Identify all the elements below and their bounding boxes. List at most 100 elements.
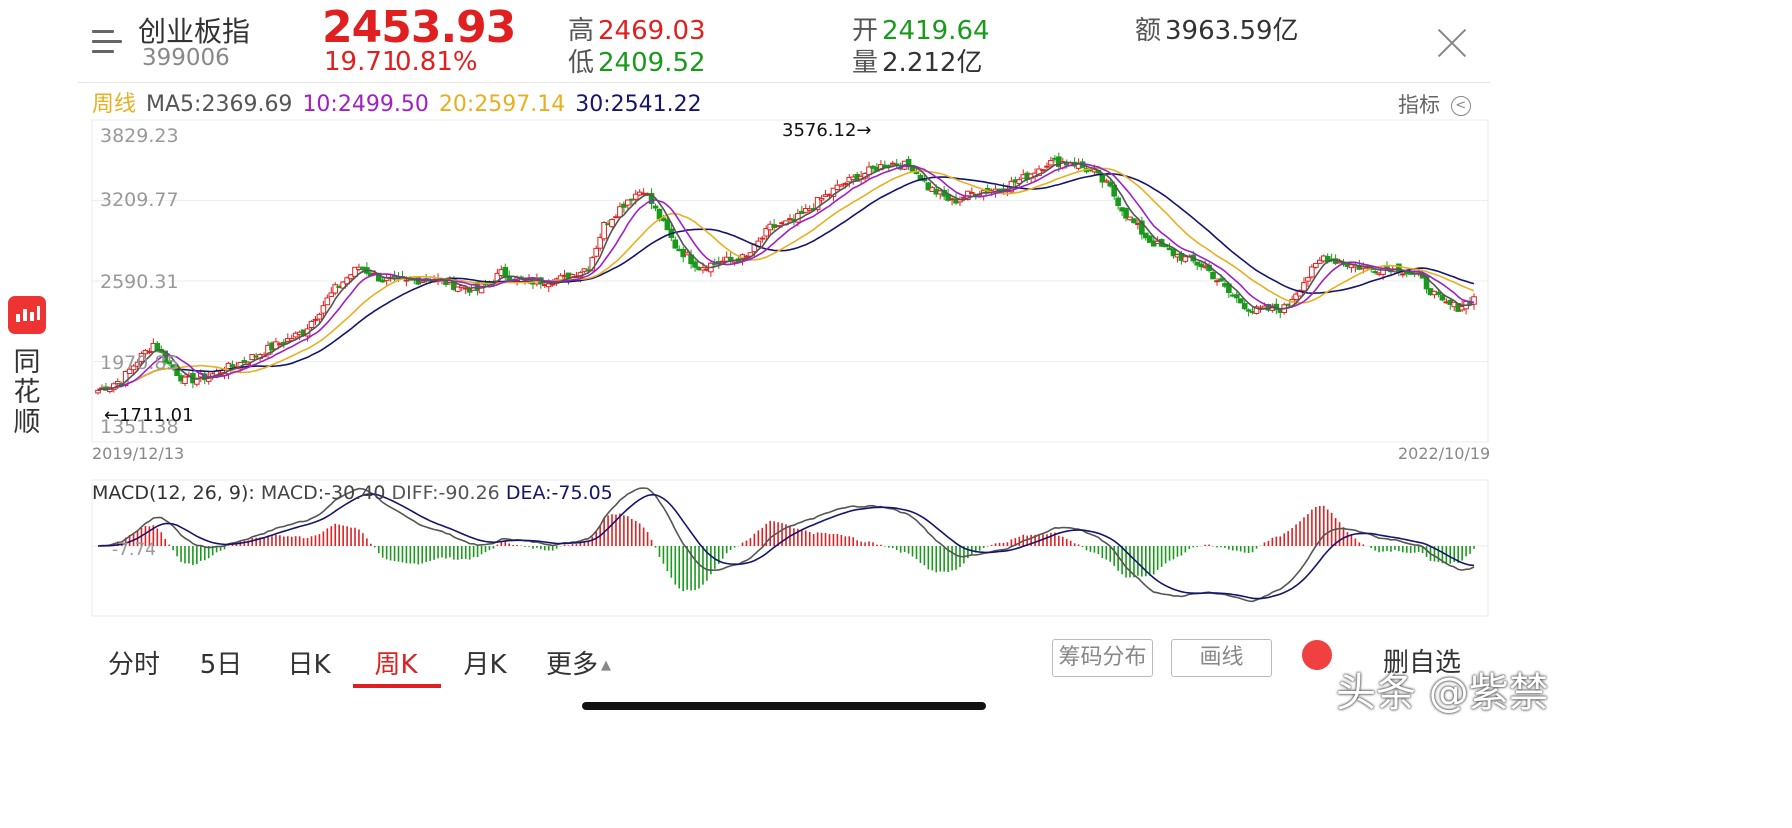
menu-icon[interactable] bbox=[92, 30, 122, 54]
dea-line bbox=[97, 493, 1475, 600]
period-label[interactable]: 周线 bbox=[92, 92, 137, 117]
candle-body-290 bbox=[1241, 303, 1248, 310]
candle-body-143 bbox=[660, 217, 667, 222]
chips-distribution-button[interactable]: 筹码分布 bbox=[1052, 639, 1153, 677]
tab-weekly-k[interactable]: 周K bbox=[374, 650, 418, 680]
tab-monthly-k[interactable]: 月K bbox=[463, 650, 507, 680]
candle-body-307 bbox=[1309, 266, 1315, 278]
open-value: 2419.64 bbox=[882, 16, 990, 46]
candle-body-172 bbox=[775, 225, 781, 228]
tab-more[interactable]: 更多 ▲ bbox=[546, 644, 620, 681]
ma10-value: 10:2499.50 bbox=[302, 92, 429, 117]
home-indicator[interactable] bbox=[582, 702, 986, 710]
header-divider bbox=[78, 82, 1490, 83]
candle-body-182 bbox=[814, 196, 821, 211]
candle-body-59 bbox=[328, 292, 335, 297]
candle-body-37 bbox=[241, 360, 248, 364]
indicator-button[interactable]: 指标 < bbox=[1398, 89, 1471, 119]
candle-body-128 bbox=[601, 222, 607, 240]
macd-value: MACD:-30.40 bbox=[260, 482, 386, 504]
candle-body-293 bbox=[1253, 306, 1260, 314]
volume-value: 2.212亿 bbox=[882, 48, 983, 78]
current-price: 2453.93 bbox=[322, 2, 516, 53]
candle-body-239 bbox=[1040, 169, 1046, 172]
dif-value: DIFF:-90.26 bbox=[391, 482, 500, 504]
amount-value: 3963.59亿 bbox=[1165, 16, 1299, 46]
candle-body-221 bbox=[969, 191, 975, 195]
candle-body-255 bbox=[1103, 180, 1110, 183]
candle-body-308 bbox=[1313, 262, 1319, 268]
dea-value: DEA:-75.05 bbox=[505, 482, 613, 504]
candle-body-8 bbox=[126, 368, 133, 374]
open-stat: 开 2419.64 bbox=[852, 10, 990, 47]
candle-body-5 bbox=[114, 380, 121, 385]
x-start-label: 2019/12/13 bbox=[92, 444, 184, 463]
ma-legend: 周线 MA5:2369.69 10:2499.50 20:2597.14 30:2541… bbox=[92, 86, 712, 118]
candle-body-313 bbox=[1332, 258, 1339, 264]
candle-body-125 bbox=[589, 257, 596, 272]
candle-body-209 bbox=[921, 179, 928, 182]
candle-body-103 bbox=[502, 266, 509, 278]
candle-body-256 bbox=[1107, 181, 1114, 187]
candle-body-241 bbox=[1048, 159, 1054, 166]
candle-body-279 bbox=[1198, 263, 1204, 268]
tonghuashun-logo-icon[interactable] bbox=[8, 296, 46, 334]
ma30-line bbox=[97, 172, 1475, 392]
candle-body-58 bbox=[324, 297, 331, 306]
y-tick-4: 1351.38 bbox=[100, 416, 179, 438]
low-label: 低 bbox=[568, 48, 595, 78]
ma5-line bbox=[97, 161, 1475, 392]
candle-body-339 bbox=[1435, 292, 1442, 295]
candle-body-15 bbox=[154, 342, 161, 352]
candle-body-55 bbox=[312, 318, 319, 321]
tab-daily-k[interactable]: 日K bbox=[287, 650, 331, 680]
high-label: 高 bbox=[568, 16, 595, 46]
candle-body-233 bbox=[1016, 179, 1023, 185]
candle-body-188 bbox=[838, 184, 845, 187]
macd-params[interactable]: MACD(12, 26, 9): bbox=[92, 482, 255, 504]
candle-body-11 bbox=[138, 353, 145, 362]
candle-body-140 bbox=[648, 193, 655, 205]
candle-body-200 bbox=[886, 164, 892, 167]
tab-5day[interactable]: 5日 bbox=[199, 650, 243, 680]
candle-body-169 bbox=[763, 227, 770, 237]
candle-body-164 bbox=[743, 255, 750, 258]
candle-body-309 bbox=[1316, 259, 1323, 264]
candle-body-187 bbox=[834, 184, 841, 191]
candle-body-305 bbox=[1301, 282, 1307, 292]
logo-glyph-icon bbox=[16, 306, 40, 322]
macd-frame bbox=[91, 479, 1489, 617]
candle-body-34 bbox=[229, 364, 236, 368]
stock-code: 399006 bbox=[142, 45, 230, 71]
candle-body-0 bbox=[95, 389, 101, 394]
kline-grid bbox=[91, 119, 1489, 443]
kline-chart[interactable]: 3829.23 3209.77 2590.31 1970.85 1351.38 … bbox=[0, 0, 1792, 640]
candle-body-258 bbox=[1115, 197, 1121, 207]
max-annotation: 3576.12→ bbox=[782, 120, 872, 141]
remove-favorite-label[interactable]: 删自选 bbox=[1383, 648, 1462, 678]
candle-body-10 bbox=[134, 361, 141, 367]
candle-body-22 bbox=[182, 376, 188, 384]
stock-name: 创业板指 bbox=[138, 15, 251, 48]
candle-body-60 bbox=[332, 284, 339, 294]
candle-body-126 bbox=[593, 247, 600, 257]
watermark-text: 头条 @紫禁 bbox=[1336, 670, 1549, 716]
candle-body-18 bbox=[166, 360, 172, 365]
candle-body-304 bbox=[1297, 289, 1303, 297]
kline-series bbox=[95, 152, 1477, 395]
candle-body-9 bbox=[130, 365, 137, 371]
tab-intraday[interactable]: 分时 bbox=[107, 650, 160, 680]
candle-body-183 bbox=[818, 197, 825, 201]
candle-body-91 bbox=[455, 286, 461, 292]
y-tick-2: 2590.31 bbox=[100, 271, 179, 293]
candle-body-127 bbox=[597, 236, 603, 249]
candle-body-158 bbox=[719, 260, 726, 263]
draw-line-button[interactable]: 画线 bbox=[1171, 639, 1272, 677]
candle-body-254 bbox=[1099, 174, 1106, 183]
candle-body-133 bbox=[621, 203, 627, 208]
high-value: 2469.03 bbox=[598, 16, 706, 46]
remove-favorite-icon[interactable] bbox=[1302, 640, 1332, 670]
chevron-left-circle-icon: < bbox=[1450, 96, 1471, 116]
y-tick-1: 3209.77 bbox=[100, 189, 179, 211]
candle-body-323 bbox=[1372, 271, 1378, 274]
